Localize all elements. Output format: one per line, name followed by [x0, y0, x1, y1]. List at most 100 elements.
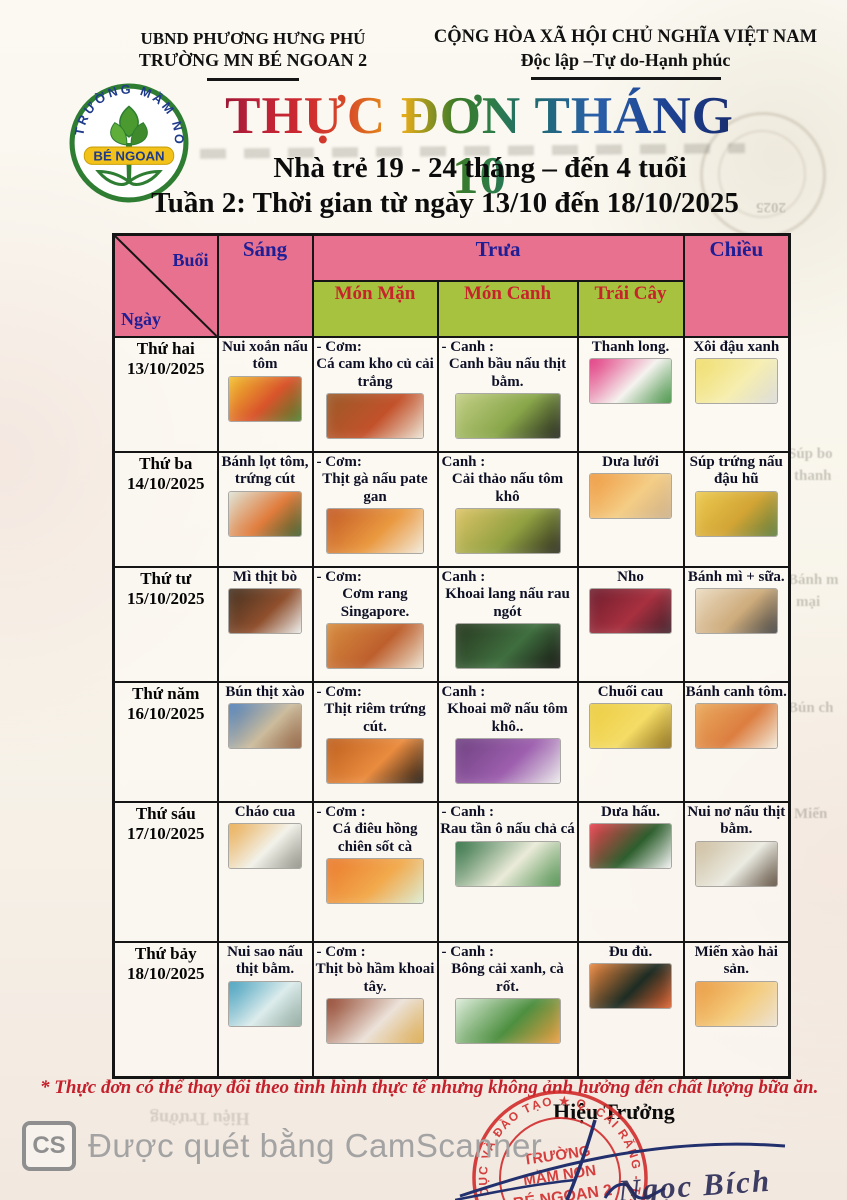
dish-name: Mì thịt bò — [232, 569, 298, 585]
dish-photo — [589, 359, 672, 404]
org-line1: UBND PHƯƠNG HƯNG PHÚ — [140, 29, 366, 48]
day-cell: Thứ bảy 18/10/2025 — [112, 941, 219, 1078]
afternoon-cell: Miến xào hải sản. — [682, 941, 791, 1078]
col-header-trua: Trưa — [311, 233, 685, 282]
table-row-thursday: Thứ năm 16/10/2025 Bún thịt xào - Cơm: Thị… — [112, 681, 791, 803]
dish-prefix: - Canh : — [441, 944, 495, 960]
dish-photo — [455, 508, 560, 553]
fruit-cell: Chuối cau — [576, 681, 685, 803]
day-cell: Thứ tư 15/10/2025 — [112, 566, 219, 683]
lunch-soup-cell: - Canh : Canh bầu nấu thịt bằm. — [436, 336, 579, 453]
breakfast-cell: Nui sao nấu thịt bằm. — [216, 941, 314, 1078]
breakfast-cell: Nui xoắn nấu tôm — [216, 336, 314, 453]
breakfast-cell: Cháo cua — [216, 801, 314, 943]
dish-photo — [326, 623, 424, 668]
dish-photo — [695, 359, 777, 404]
dish-name: Đu đủ. — [608, 944, 653, 960]
dish-photo — [589, 589, 672, 634]
dish-photo — [228, 981, 302, 1026]
national-line1: CỘNG HÒA XÃ HỘI CHỦ NGHĨA VIỆT NAM — [433, 27, 818, 47]
dish-photo — [455, 393, 560, 438]
dish-photo — [326, 858, 424, 903]
fruit-cell: Nho — [576, 566, 685, 683]
camscanner-watermark: CS Được quét bằng CamScanner — [22, 1121, 542, 1171]
day-cell: Thứ hai 13/10/2025 — [112, 336, 219, 453]
dish-photo — [228, 824, 302, 869]
dish-name: Nui xoắn nấu tôm — [222, 339, 308, 373]
afternoon-cell: Nui nơ nấu thịt bằm. — [682, 801, 791, 943]
lunch-main-cell: - Cơm: Cơm rang Singapore. — [311, 566, 439, 683]
fruit-cell: Đu đủ. — [576, 941, 685, 1078]
subcol-header-mon-man: Món Mặn — [311, 279, 439, 339]
table-row-friday: Thứ sáu 17/10/2025 Cháo cua - Cơm : Cá điê… — [112, 801, 791, 943]
camscanner-badge-icon: CS — [22, 1121, 76, 1171]
dish-name: Bánh canh tôm. — [685, 684, 787, 700]
lunch-soup-cell: - Canh : Rau tần ô nấu chả cá — [436, 801, 579, 943]
lunch-main-cell: - Cơm: Thịt gà nấu pate gan — [311, 451, 439, 568]
dish-photo — [228, 491, 302, 536]
dish-photo — [228, 589, 302, 634]
menu-disclaimer-note: * Thực đơn có thể thay đổi theo tình hìn… — [40, 1077, 819, 1098]
corner-label-buoi: Buổi — [172, 250, 209, 270]
dish-photo — [695, 841, 777, 886]
afternoon-cell: Súp trứng nấu đậu hũ — [682, 451, 791, 568]
principal-signature — [455, 1119, 786, 1200]
table-row-monday: Thứ hai 13/10/2025 Nui xoắn nấu tôm - Cơm… — [112, 336, 791, 453]
dish-photo — [589, 704, 672, 749]
dish-prefix: - Cơm : — [316, 944, 366, 960]
dish-prefix: - Cơm: — [316, 684, 362, 700]
dish-name: Xôi đậu xanh — [693, 339, 780, 355]
dish-name: Miến xào hải sản. — [694, 944, 778, 978]
dish-prefix: - Cơm: — [316, 454, 362, 470]
lunch-soup-cell: Canh : Khoai lang nấu rau ngót — [436, 566, 579, 683]
school-logo: TRƯỜNG MẦM NON BÉ NGOAN — [68, 82, 189, 203]
dish-name: Cá điêu hồng chiên sốt cà — [332, 821, 418, 855]
day-cell: Thứ sáu 17/10/2025 — [112, 801, 219, 943]
dish-name: Bánh lọt tôm, trứng cút — [221, 454, 309, 488]
dish-name: Chuối cau — [597, 684, 664, 700]
dish-name: Rau tần ô nấu chả cá — [440, 821, 575, 838]
subcol-header-trai-cay: Trái Cây — [576, 279, 685, 339]
bleed-stamp-ring-inner — [718, 130, 806, 218]
dish-name: Bông cải xanh, cà rốt. — [451, 961, 564, 995]
dish-prefix: Canh : — [441, 684, 486, 700]
bleed-text: Bún ch — [788, 700, 834, 716]
dish-photo — [455, 738, 560, 783]
org-line2: TRƯỜNG MN BÉ NGOAN 2 — [138, 50, 368, 71]
table-row-wednesday: Thứ tư 15/10/2025 Mì thịt bò - Cơm: Cơm ra… — [112, 566, 791, 683]
dish-photo — [326, 738, 424, 783]
lunch-main-cell: - Cơm : Thịt bò hầm khoai tây. — [311, 941, 439, 1078]
dish-prefix: - Canh : — [441, 339, 495, 355]
dish-name: Nui nơ nấu thịt bằm. — [687, 804, 786, 838]
table-row-tuesday: Thứ ba 14/10/2025 Bánh lọt tôm, trứng cút… — [112, 451, 791, 568]
table-row-saturday: Thứ bảy 18/10/2025 Nui sao nấu thịt bằm. … — [112, 941, 791, 1078]
corner-cell: Buổi Ngày — [112, 233, 219, 338]
corner-label-ngay: Ngày — [121, 309, 161, 329]
lunch-main-cell: - Cơm : Cá điêu hồng chiên sốt cà — [311, 801, 439, 943]
dish-name: Thanh long. — [591, 339, 670, 355]
dish-photo — [455, 841, 560, 886]
dish-prefix: - Cơm: — [316, 569, 362, 585]
dish-name: Thịt bò hầm khoai tây. — [315, 961, 435, 995]
day-date: 13/10/2025 — [127, 359, 205, 378]
dish-prefix: Canh : — [441, 569, 486, 585]
dish-name: Thịt gà nấu pate gan — [322, 471, 428, 505]
dish-photo — [228, 704, 302, 749]
dish-photo — [695, 491, 777, 536]
dish-name: Dưa hấu. — [601, 804, 661, 820]
dish-prefix: - Cơm : — [316, 804, 366, 820]
col-header-chieu: Chiều — [682, 233, 791, 338]
dish-name: Canh bầu nấu thịt bằm. — [448, 356, 567, 390]
bleed-text: Miến — [794, 806, 828, 822]
fruit-cell: Thanh long. — [576, 336, 685, 453]
dish-photo — [695, 981, 777, 1026]
fruit-cell: Dưa hấu. — [576, 801, 685, 943]
dish-prefix: - Cơm: — [316, 339, 362, 355]
org-block: UBND PHƯƠNG HƯNG PHÚ TRƯỜNG MN BÉ NGOAN … — [88, 28, 418, 81]
logo-banner-text: BÉ NGOAN — [93, 148, 164, 163]
day-name: Thứ ba — [139, 454, 193, 473]
day-cell: Thứ ba 14/10/2025 — [112, 451, 219, 568]
dish-name: Cải thảo nấu tôm khô — [451, 471, 564, 505]
menu-table: Buổi Ngày Sáng Trưa Chiều Món Mặn Món Ca… — [112, 233, 792, 1079]
